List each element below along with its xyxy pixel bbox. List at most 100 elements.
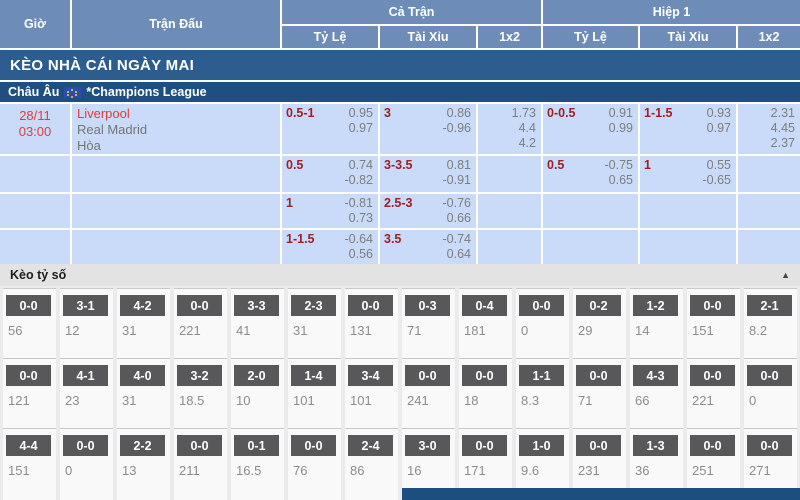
score-box[interactable]: 0-0 bbox=[690, 435, 735, 456]
score-box[interactable]: 2-3 bbox=[291, 295, 336, 316]
score-box[interactable]: 2-4 bbox=[348, 435, 393, 456]
score-value: 66 bbox=[635, 393, 650, 408]
collapse-arrow-icon[interactable]: ▲ bbox=[781, 270, 790, 280]
odds-cell-h1-handicap[interactable]: 0-0.5 0.91 0.99 bbox=[543, 104, 638, 154]
score-box[interactable]: 0-2 bbox=[576, 295, 621, 316]
match-time: 03:00 bbox=[18, 124, 52, 139]
score-box[interactable]: 0-0 bbox=[690, 365, 735, 386]
score-box[interactable]: 0-1 bbox=[234, 435, 279, 456]
odds-cell-ft-1x2[interactable] bbox=[478, 194, 541, 228]
score-cell: 2-2 13 bbox=[117, 428, 170, 498]
odds-values: -0.74 0.64 bbox=[443, 232, 472, 264]
score-cell: 3-3 41 bbox=[231, 288, 284, 358]
score-box[interactable]: 0-0 bbox=[6, 365, 51, 386]
odds-cell-ft-over-under[interactable]: 2.5-3 -0.76 0.66 bbox=[380, 194, 476, 228]
score-box[interactable]: 0-0 bbox=[291, 435, 336, 456]
score-box[interactable]: 3-0 bbox=[405, 435, 450, 456]
odds-value: 0.97 bbox=[706, 121, 731, 135]
score-box[interactable]: 0-0 bbox=[576, 435, 621, 456]
score-box[interactable]: 0-0 bbox=[576, 365, 621, 386]
odds-value: -0.96 bbox=[442, 121, 472, 135]
odds-value: -0.65 bbox=[702, 173, 732, 187]
handicap-label: 0.5-1 bbox=[286, 106, 315, 120]
odds-cell-ft-handicap[interactable]: 0.5-1 0.95 0.97 bbox=[282, 104, 378, 154]
score-cell: 0-0 251 bbox=[687, 428, 740, 498]
score-box[interactable]: 0-4 bbox=[462, 295, 507, 316]
score-value: 13 bbox=[122, 463, 137, 478]
score-cell: 1-4 101 bbox=[288, 358, 341, 428]
score-cell: 3-2 18.5 bbox=[174, 358, 227, 428]
odds-value: 0.74 bbox=[348, 158, 373, 172]
match-cell: Liverpool Real Madrid Hòa bbox=[72, 104, 280, 154]
odds-cell-h1-handicap[interactable] bbox=[543, 230, 638, 264]
score-box[interactable]: 3-3 bbox=[234, 295, 279, 316]
score-value: 31 bbox=[293, 323, 308, 338]
score-box[interactable]: 4-2 bbox=[120, 295, 165, 316]
score-box[interactable]: 2-0 bbox=[234, 365, 279, 386]
score-box[interactable]: 0-0 bbox=[63, 435, 108, 456]
score-box[interactable]: 0-3 bbox=[405, 295, 450, 316]
score-box[interactable]: 0-0 bbox=[747, 435, 792, 456]
odds-cell-h1-1x2[interactable] bbox=[738, 156, 800, 192]
odds-cell-ft-handicap[interactable]: 1-1.5 -0.64 0.56 bbox=[282, 230, 378, 264]
score-cell: 4-1 23 bbox=[60, 358, 113, 428]
odds-cell-h1-handicap[interactable] bbox=[543, 194, 638, 228]
score-box[interactable]: 2-1 bbox=[747, 295, 792, 316]
score-section-header[interactable]: Kèo tỷ số ▲ bbox=[0, 264, 800, 286]
odds-cell-ft-handicap[interactable]: 0.5 0.74 -0.82 bbox=[282, 156, 378, 192]
score-box[interactable]: 0-0 bbox=[462, 365, 507, 386]
score-box[interactable]: 2-2 bbox=[120, 435, 165, 456]
score-cell: 0-2 29 bbox=[573, 288, 626, 358]
odds-cell-ft-over-under[interactable]: 3 0.86 -0.96 bbox=[380, 104, 476, 154]
odds-values: 2.31 4.45 2.37 bbox=[771, 106, 795, 154]
score-column: 0-2 29 0-0 71 0-0 231 bbox=[573, 288, 626, 500]
odds-cell-h1-1x2[interactable]: 2.31 4.45 2.37 bbox=[738, 104, 800, 154]
odds-cell-ft-handicap[interactable]: 1 -0.81 0.73 bbox=[282, 194, 378, 228]
score-box[interactable]: 1-1 bbox=[519, 365, 564, 386]
score-cell: 0-4 181 bbox=[459, 288, 512, 358]
score-box[interactable]: 0-0 bbox=[405, 365, 450, 386]
score-box[interactable]: 1-2 bbox=[633, 295, 678, 316]
score-cell: 2-4 86 bbox=[345, 428, 398, 498]
odds-cell-h1-handicap[interactable]: 0.5 -0.75 0.65 bbox=[543, 156, 638, 192]
odds-value: 1.73 bbox=[511, 106, 536, 120]
score-box[interactable]: 0-0 bbox=[462, 435, 507, 456]
score-box[interactable]: 0-0 bbox=[690, 295, 735, 316]
score-cell: 0-0 131 bbox=[345, 288, 398, 358]
score-box[interactable]: 0-0 bbox=[519, 295, 564, 316]
score-box[interactable]: 0-0 bbox=[177, 435, 222, 456]
score-box[interactable]: 3-4 bbox=[348, 365, 393, 386]
handicap-label: 1-1.5 bbox=[644, 106, 673, 120]
odds-cell-ft-over-under[interactable]: 3-3.5 0.81 -0.91 bbox=[380, 156, 476, 192]
score-box[interactable]: 0-0 bbox=[747, 365, 792, 386]
score-box[interactable]: 1-0 bbox=[519, 435, 564, 456]
score-box[interactable]: 4-1 bbox=[63, 365, 108, 386]
odds-cell-h1-1x2[interactable] bbox=[738, 194, 800, 228]
score-box[interactable]: 3-2 bbox=[177, 365, 222, 386]
score-value: 151 bbox=[692, 323, 714, 338]
odds-cell-h1-over-under[interactable] bbox=[640, 194, 736, 228]
odds-cell-h1-over-under[interactable] bbox=[640, 230, 736, 264]
odds-cell-ft-over-under[interactable]: 3.5 -0.74 0.64 bbox=[380, 230, 476, 264]
score-box[interactable]: 0-0 bbox=[348, 295, 393, 316]
score-value: 101 bbox=[350, 393, 372, 408]
header-ft-1x2: 1x2 bbox=[478, 26, 541, 48]
odds-cell-h1-over-under[interactable]: 1-1.5 0.93 0.97 bbox=[640, 104, 736, 154]
odds-cell-ft-1x2[interactable] bbox=[478, 230, 541, 264]
score-box[interactable]: 4-0 bbox=[120, 365, 165, 386]
odds-cell-ft-1x2[interactable] bbox=[478, 156, 541, 192]
odds-cell-h1-1x2[interactable] bbox=[738, 230, 800, 264]
score-box[interactable]: 0-0 bbox=[6, 295, 51, 316]
score-column: 4-2 31 4-0 31 2-2 13 bbox=[117, 288, 170, 500]
score-box[interactable]: 1-4 bbox=[291, 365, 336, 386]
odds-cell-ft-1x2[interactable]: 1.73 4.4 4.2 bbox=[478, 104, 541, 154]
score-box[interactable]: 1-3 bbox=[633, 435, 678, 456]
score-box[interactable]: 0-0 bbox=[177, 295, 222, 316]
score-box[interactable]: 3-1 bbox=[63, 295, 108, 316]
match-cell bbox=[72, 230, 280, 264]
odds-cell-h1-over-under[interactable]: 1 0.55 -0.65 bbox=[640, 156, 736, 192]
score-box[interactable]: 4-3 bbox=[633, 365, 678, 386]
score-box[interactable]: 4-4 bbox=[6, 435, 51, 456]
score-value: 171 bbox=[464, 463, 486, 478]
score-cell: 0-0 221 bbox=[687, 358, 740, 428]
